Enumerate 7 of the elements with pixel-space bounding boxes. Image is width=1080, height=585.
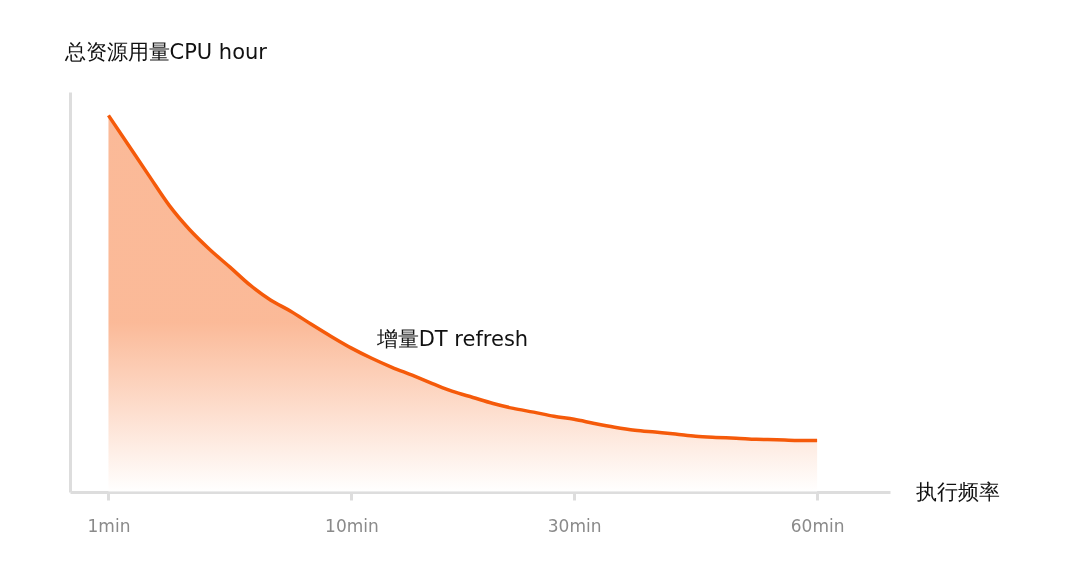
x-tick-label: 60min — [790, 515, 845, 536]
series-label: 增量DT refresh — [375, 327, 529, 352]
x-tick-label: 10min — [325, 515, 379, 536]
x-tick-label: 30min — [547, 515, 602, 536]
x-axis-title: 执行频率 — [915, 479, 1000, 504]
x-tick-label: 1min — [87, 515, 131, 536]
y-axis-title: 总资源用量CPU hour — [63, 39, 268, 64]
